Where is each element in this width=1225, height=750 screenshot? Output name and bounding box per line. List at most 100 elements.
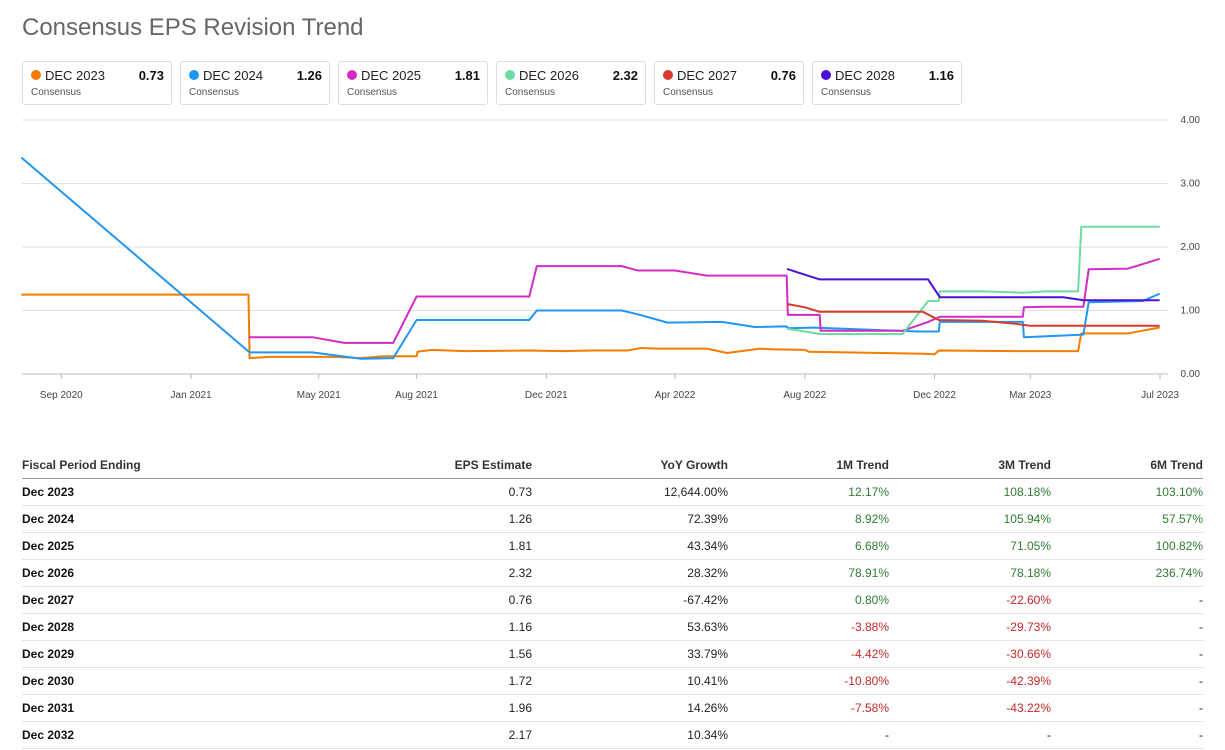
x-tick-label: Jul 2023 (1141, 390, 1179, 401)
table-row: Dec 2023 0.73 12,644.00% 12.17% 108.18% 103.1… (22, 478, 1203, 506)
period-cell: Dec 2030 (22, 667, 202, 695)
table-row: Dec 2025 1.81 43.34% 6.68% 71.05% 100.82% (22, 532, 1203, 560)
value-cell: 43.34% (532, 532, 728, 560)
legend-card-dec-2027[interactable]: DEC 2027 0.76 Consensus (654, 61, 804, 105)
value-cell: 100.82% (1051, 532, 1203, 560)
x-tick-label: Aug 2022 (783, 390, 826, 401)
legend-series-value: 2.32 (612, 68, 638, 83)
value-cell: 12,644.00% (532, 478, 728, 506)
series-line-dec-2027[interactable] (786, 303, 1160, 327)
value-cell: -22.60% (889, 586, 1051, 614)
value-cell: 78.91% (728, 559, 889, 587)
value-cell: - (728, 721, 889, 749)
value-cell: 10.34% (532, 721, 728, 749)
value-cell: 10.41% (532, 667, 728, 695)
table-header-row: Fiscal Period Ending EPS Estimate YoY Grow… (22, 451, 1203, 479)
value-cell: 1.56 (202, 640, 532, 668)
value-cell: 105.94% (889, 505, 1051, 533)
period-cell: Dec 2032 (22, 721, 202, 749)
series-dot-icon (31, 70, 41, 80)
legend-series-value: 1.81 (454, 68, 480, 83)
legend-series-subtitle: Consensus (505, 87, 556, 98)
page-title: Consensus EPS Revision Trend (22, 14, 364, 41)
value-cell: 72.39% (532, 505, 728, 533)
value-cell: -10.80% (728, 667, 889, 695)
series-lines (21, 157, 1160, 360)
column-header[interactable]: YoY Growth (532, 451, 728, 479)
x-tick-label: Sep 2020 (40, 390, 83, 401)
value-cell: 28.32% (532, 559, 728, 587)
value-cell: 1.26 (202, 505, 532, 533)
series-dot-icon (505, 70, 515, 80)
value-cell: -43.22% (889, 694, 1051, 722)
value-cell: - (1051, 694, 1203, 722)
column-header[interactable]: 6M Trend (1051, 451, 1203, 479)
legend-series-subtitle: Consensus (347, 87, 398, 98)
legend-series-name: DEC 2027 (677, 68, 737, 83)
x-tick-label: Apr 2022 (655, 390, 696, 401)
period-cell: Dec 2025 (22, 532, 202, 560)
column-header[interactable]: Fiscal Period Ending (22, 451, 202, 479)
legend-card-dec-2028[interactable]: DEC 2028 1.16 Consensus (812, 61, 962, 105)
value-cell: 12.17% (728, 478, 889, 506)
y-tick-label: 1.00 (1181, 306, 1201, 317)
value-cell: 78.18% (889, 559, 1051, 587)
y-tick-label: 3.00 (1181, 179, 1201, 190)
period-cell: Dec 2031 (22, 694, 202, 722)
series-dot-icon (663, 70, 673, 80)
legend-series-subtitle: Consensus (663, 87, 714, 98)
value-cell: - (1051, 721, 1203, 749)
legend-card-dec-2024[interactable]: DEC 2024 1.26 Consensus (180, 61, 330, 105)
table-row: Dec 2026 2.32 28.32% 78.91% 78.18% 236.74% (22, 559, 1203, 587)
legend-series-name: DEC 2023 (45, 68, 105, 83)
series-dot-icon (821, 70, 831, 80)
legend-series-name: DEC 2025 (361, 68, 421, 83)
value-cell: 8.92% (728, 505, 889, 533)
value-cell: 1.72 (202, 667, 532, 695)
legend-series-value: 0.76 (770, 68, 796, 83)
value-cell: - (1051, 586, 1203, 614)
legend-series-value: 0.73 (138, 68, 164, 83)
table-row: Dec 2024 1.26 72.39% 8.92% 105.94% 57.57% (22, 505, 1203, 533)
value-cell: -7.58% (728, 694, 889, 722)
series-line-dec-2026[interactable] (786, 225, 1160, 335)
value-cell: -42.39% (889, 667, 1051, 695)
legend-card-dec-2026[interactable]: DEC 2026 2.32 Consensus (496, 61, 646, 105)
value-cell: 14.26% (532, 694, 728, 722)
period-cell: Dec 2024 (22, 505, 202, 533)
value-cell: - (1051, 667, 1203, 695)
value-cell: -30.66% (889, 640, 1051, 668)
series-line-dec-2028[interactable] (786, 268, 1160, 302)
x-tick-label: Mar 2023 (1009, 390, 1052, 401)
period-cell: Dec 2027 (22, 586, 202, 614)
value-cell: 236.74% (1051, 559, 1203, 587)
table-row: Dec 2027 0.76 -67.42% 0.80% -22.60% - (22, 586, 1203, 614)
legend-card-dec-2025[interactable]: DEC 2025 1.81 Consensus (338, 61, 488, 105)
y-tick-label: 2.00 (1181, 242, 1201, 253)
column-header[interactable]: 1M Trend (728, 451, 889, 479)
value-cell: -3.88% (728, 613, 889, 641)
legend-series-value: 1.16 (928, 68, 954, 83)
value-cell: 0.73 (202, 478, 532, 506)
value-cell: -4.42% (728, 640, 889, 668)
period-cell: Dec 2026 (22, 559, 202, 587)
value-cell: 1.16 (202, 613, 532, 641)
table-row: Dec 2030 1.72 10.41% -10.80% -42.39% - (22, 667, 1203, 695)
value-cell: - (1051, 640, 1203, 668)
value-cell: 33.79% (532, 640, 728, 668)
column-header[interactable]: 3M Trend (889, 451, 1051, 479)
table-row: Dec 2031 1.96 14.26% -7.58% -43.22% - (22, 694, 1203, 722)
series-line-dec-2025[interactable] (248, 258, 1160, 344)
x-tick-label: May 2021 (297, 390, 341, 401)
series-line-dec-2024[interactable] (21, 157, 1160, 360)
value-cell: - (1051, 613, 1203, 641)
legend-series-value: 1.26 (296, 68, 322, 83)
value-cell: 103.10% (1051, 478, 1203, 506)
y-tick-label: 0.00 (1181, 369, 1201, 380)
value-cell: 108.18% (889, 478, 1051, 506)
legend-card-dec-2023[interactable]: DEC 2023 0.73 Consensus (22, 61, 172, 105)
legend-series-name: DEC 2028 (835, 68, 895, 83)
series-dot-icon (189, 70, 199, 80)
column-header[interactable]: EPS Estimate (202, 451, 532, 479)
x-tick-label: Dec 2022 (913, 390, 956, 401)
